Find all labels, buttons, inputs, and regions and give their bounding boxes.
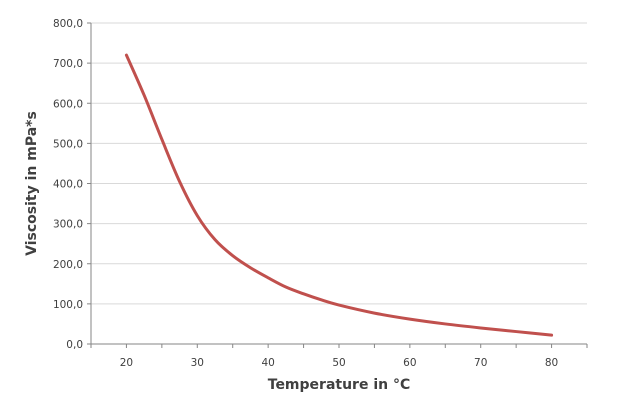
x-tick-label: 80 (545, 357, 558, 369)
y-tick-label: 600,0 (53, 98, 83, 110)
viscosity-series-line (124, 53, 554, 337)
series-lines (124, 53, 554, 337)
y-tick-label: 500,0 (53, 138, 83, 150)
y-tick-label: 400,0 (53, 179, 83, 191)
grid-lines (91, 22, 587, 305)
x-tick-label: 60 (403, 357, 416, 369)
y-tick-label: 0,0 (66, 339, 83, 351)
axes (87, 22, 588, 348)
x-tick-label: 70 (474, 357, 487, 369)
x-tick-label: 30 (191, 357, 204, 369)
y-tick-label: 100,0 (53, 299, 83, 311)
y-tick-label: 700,0 (53, 58, 83, 70)
x-tick-label: 40 (261, 357, 274, 369)
y-tick-label: 300,0 (53, 219, 83, 231)
x-axis-title: Temperature in °C (268, 377, 411, 393)
x-tick-label: 20 (120, 357, 133, 369)
y-tick-label: 800,0 (53, 18, 83, 30)
y-axis-title: Viscosity in mPa*s (24, 111, 40, 256)
tick-labels: 0,0 100,0 200,0 300,0 400,0 500,0 600,0 700,0 80… (53, 18, 558, 369)
x-tick-label: 50 (332, 357, 345, 369)
y-tick-label: 200,0 (53, 259, 83, 271)
